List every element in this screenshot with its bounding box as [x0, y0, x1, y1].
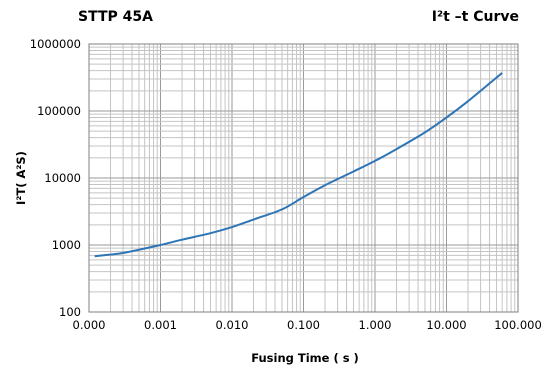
x-tick-label: 0.001 — [144, 318, 177, 332]
chart-title-left: STTP 45A — [78, 9, 153, 25]
y-tick-label: 10000 — [44, 171, 81, 185]
x-tick-label: 10.000 — [426, 318, 466, 332]
y-tick-label: 1000 — [52, 238, 81, 252]
grid — [88, 44, 518, 313]
y-axis-label: I²T( A²S) — [14, 151, 28, 205]
y-tick-labels: 100 1000 10000 100000 1000000 — [30, 37, 81, 319]
y-tick-label: 1000000 — [30, 37, 81, 51]
x-axis-label: Fusing Time ( s ) — [251, 351, 359, 365]
x-tick-label: 0.100 — [287, 318, 320, 332]
y-tick-label: 100000 — [37, 104, 81, 118]
x-tick-labels: 0.000 0.001 0.010 0.100 1.000 10.000 100.000 — [73, 318, 542, 332]
x-tick-label: 100.000 — [494, 318, 542, 332]
plot-frame — [88, 43, 519, 313]
series-line — [94, 72, 503, 258]
chart-title-right: I²t –t Curve — [432, 9, 519, 25]
x-tick-label: 0.000 — [73, 318, 106, 332]
y-tick-label: 100 — [59, 305, 81, 319]
x-tick-label: 1.000 — [359, 318, 392, 332]
x-tick-label: 0.010 — [216, 318, 249, 332]
